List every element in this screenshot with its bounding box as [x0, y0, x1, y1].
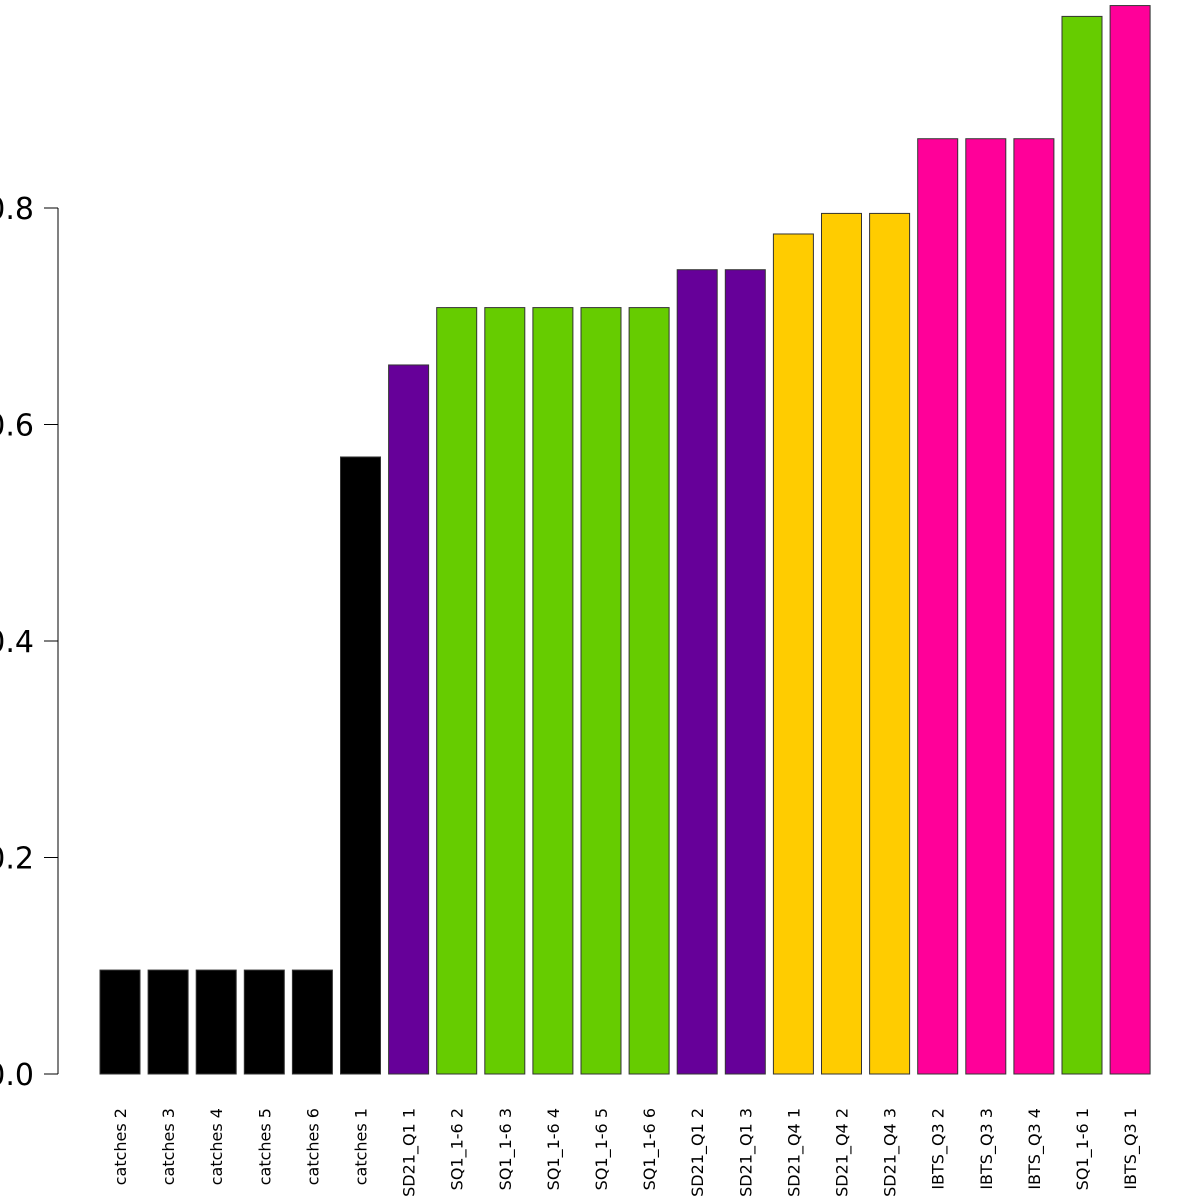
bar	[628, 307, 670, 1075]
bar	[147, 969, 189, 1075]
x-tick-label: catches 5	[255, 1108, 274, 1185]
x-tick-label: IBTS_Q3 3	[977, 1108, 997, 1190]
y-axis: 0.0 0.2 0.4 0.6 0.8	[0, 192, 59, 1093]
bar	[869, 212, 911, 1075]
bar	[436, 307, 478, 1075]
bar	[99, 969, 141, 1075]
bar	[676, 269, 718, 1075]
x-tick-label: SD21_Q1 1	[400, 1108, 420, 1197]
x-tick-label: IBTS_Q3 4	[1025, 1108, 1045, 1190]
y-tick-label: 0.6	[0, 409, 34, 444]
y-tick-label: 0.2	[0, 842, 34, 877]
x-tick-label: SQ1_1-6 3	[496, 1108, 516, 1190]
bar	[243, 969, 285, 1075]
x-tick-label: SQ1_1-6 2	[448, 1108, 468, 1190]
x-tick-label: SQ1_1-6 5	[592, 1108, 612, 1190]
bar	[484, 307, 526, 1075]
x-tick-label: catches 6	[303, 1108, 322, 1185]
bars	[99, 5, 1151, 1075]
x-tick-label: IBTS_Q3 1	[1121, 1108, 1141, 1190]
y-tick-label: 0.0	[0, 1058, 34, 1093]
bar	[917, 138, 959, 1075]
bar	[772, 233, 814, 1075]
x-tick-label: SD21_Q4 3	[881, 1108, 901, 1197]
bar	[965, 138, 1007, 1075]
bar	[724, 269, 766, 1075]
x-tick-label: catches 2	[111, 1108, 130, 1185]
bar	[1109, 5, 1151, 1075]
bar	[340, 456, 381, 1075]
x-tick-label: SQ1_1-6 6	[640, 1108, 660, 1190]
x-tick-label: SD21_Q1 3	[736, 1108, 756, 1197]
bar	[388, 364, 430, 1075]
x-tick-label: catches 3	[159, 1108, 178, 1185]
x-tick-label: SD21_Q4 1	[784, 1108, 804, 1197]
y-tick-label: 0.8	[0, 192, 34, 227]
bar	[195, 969, 237, 1075]
x-tick-label: SQ1_1-6 1	[1073, 1108, 1093, 1190]
x-tick-label: IBTS_Q3 2	[929, 1108, 949, 1190]
x-tick-label: catches 4	[207, 1108, 226, 1185]
bar	[532, 307, 574, 1075]
x-tick-label: catches 1	[352, 1108, 371, 1185]
x-tick-label: SD21_Q4 2	[833, 1108, 853, 1197]
y-tick-label: 0.4	[0, 625, 34, 660]
x-tick-label: SQ1_1-6 4	[544, 1108, 564, 1190]
bar	[1061, 15, 1103, 1075]
bar	[580, 307, 622, 1075]
bar	[1013, 138, 1055, 1075]
bar	[821, 212, 862, 1075]
x-tick-label: SD21_Q1 2	[688, 1108, 708, 1197]
x-tick-labels: catches 2 catches 3 catches 4 catches 5 catc…	[111, 1108, 1141, 1197]
bar	[291, 969, 333, 1075]
